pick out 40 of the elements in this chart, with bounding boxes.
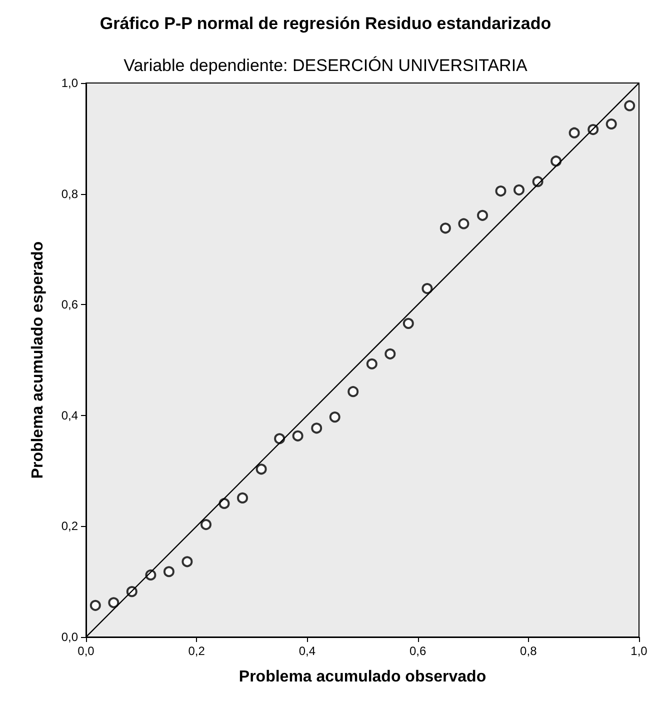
y-axis-title: Problema acumulado esperado — [30, 241, 46, 479]
point — [366, 358, 378, 370]
y-tick-label: 1,0 — [61, 76, 78, 90]
x-tick-label: 0,8 — [520, 644, 538, 658]
point — [348, 386, 359, 398]
chart-subtitle: Variable dependiente: DESERCIÓN UNIVERSITARIA — [124, 56, 528, 75]
point — [477, 210, 488, 221]
x-tick-label: 0,4 — [298, 644, 316, 658]
point — [384, 348, 396, 360]
x-tick-label: 0,0 — [78, 644, 95, 658]
point — [402, 318, 414, 329]
point — [329, 412, 340, 423]
y-tick-label: 0,4 — [61, 408, 78, 422]
y-tick-label: 0,6 — [61, 298, 78, 312]
point — [606, 118, 617, 130]
x-axis-title: Problema acumulado observado — [238, 668, 486, 686]
point — [422, 283, 433, 294]
point — [458, 218, 470, 230]
y-tick-label: 0,0 — [61, 630, 78, 644]
point — [256, 464, 267, 475]
point — [550, 156, 562, 167]
x-tick-label: 1,0 — [630, 644, 648, 658]
point — [90, 600, 101, 611]
y-tick-label: 0,2 — [61, 519, 78, 534]
x-tick-label: 0,2 — [188, 644, 206, 658]
point — [440, 222, 451, 234]
point — [237, 492, 248, 504]
chart-title: Gráfico P-P normal de regresión Residuo estandarizado — [100, 14, 552, 33]
point — [292, 430, 304, 442]
point — [200, 519, 212, 530]
point — [568, 127, 580, 138]
point — [182, 556, 193, 568]
y-tick-label: 0,8 — [61, 186, 78, 201]
point — [514, 184, 524, 196]
point — [108, 597, 120, 608]
point — [311, 422, 322, 434]
x-tick-label: 0,6 — [409, 644, 426, 658]
point — [163, 566, 174, 578]
point — [624, 100, 636, 112]
point — [495, 186, 506, 197]
